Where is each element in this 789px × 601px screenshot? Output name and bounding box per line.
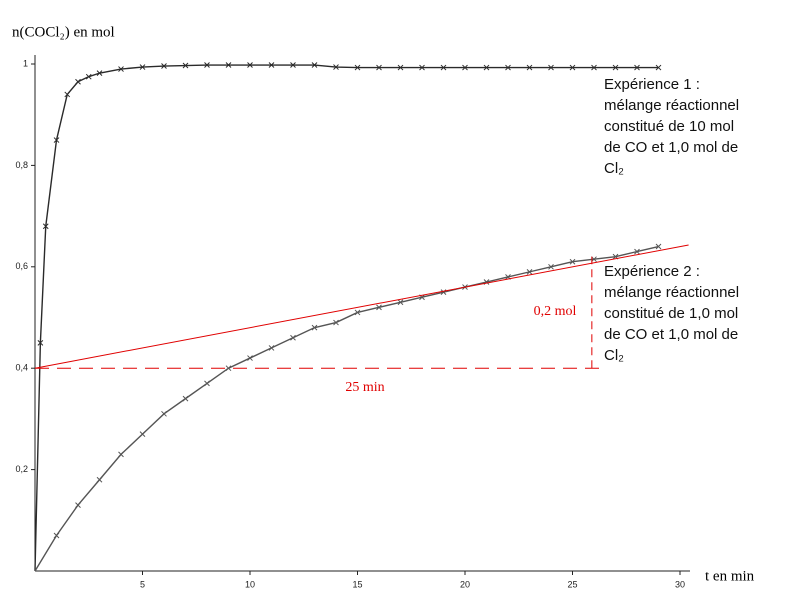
data-point [462,64,468,71]
data-point [290,62,296,68]
data-point [526,64,533,71]
data-point [75,78,81,85]
x-tick-label: 5 [140,579,145,589]
data-point [225,62,232,68]
data-point [182,62,189,69]
data-point [75,502,81,508]
legend-description: de CO et 1,0 mol de [604,139,738,156]
legend-colon: : [692,263,700,280]
x-axis-label: t en min [705,568,755,584]
legend-label: Expérience 2 : [604,263,700,280]
data-point [634,64,640,71]
data-point [483,64,490,71]
data-point [505,64,511,71]
construction-label: 0,2 mol [534,304,577,319]
data-point [53,137,60,143]
x-tick-label: 25 [567,579,577,589]
data-point [118,451,124,458]
data-point [53,532,60,539]
data-point [354,309,361,316]
data-point [526,269,533,275]
y-tick-label: 1 [23,58,28,68]
legend-description: constitué de 1,0 mol [604,305,738,322]
data-point [85,73,92,80]
y-axis-label: n(COCl₂) en mol [12,24,115,40]
data-point [376,64,382,71]
data-point [655,243,662,250]
data-point [204,62,210,68]
data-point [311,62,318,68]
legend-description: mélange réactionnel [604,97,739,114]
data-point [333,319,339,326]
legend-description: constitué de 10 mol [604,118,734,135]
x-tick-label: 10 [245,579,255,589]
data-point [634,248,640,255]
y-tick-label: 0,4 [15,363,28,373]
data-point [655,64,662,71]
data-point [376,304,382,311]
data-point [42,223,49,230]
data-point [96,476,103,483]
data-point [419,64,425,71]
data-point [268,345,275,351]
legend-colon: : [692,76,700,93]
data-point [161,410,167,417]
data-point [161,63,167,69]
series-line [34,245,659,572]
legend-description: Cl₂ [604,160,624,177]
data-point [247,355,253,361]
data-point [204,380,210,387]
data-point [268,62,275,68]
series-line [34,64,659,572]
data-point [118,66,124,72]
data-point [569,64,576,71]
legend-description: mélange réactionnel [604,284,739,301]
tangent-line [34,244,689,369]
data-point [311,324,318,331]
data-point [591,64,597,71]
data-point [548,263,554,270]
data-point [548,64,554,71]
data-point [612,64,619,71]
data-point [569,258,576,265]
legend-description: de CO et 1,0 mol de [604,326,738,343]
data-point [139,64,146,70]
data-point [247,62,253,68]
data-point [182,395,189,402]
data-point [354,64,361,71]
y-tick-label: 0,6 [15,261,28,271]
x-tick-label: 15 [352,579,362,589]
y-tick-label: 0,8 [15,160,28,170]
data-point [290,334,296,341]
data-point [397,64,404,71]
legend-label: Expérience 1 : [604,76,700,93]
y-tick-label: 0,2 [15,464,28,474]
data-point [139,431,146,437]
legend-description: Cl₂ [604,347,624,364]
x-tick-label: 30 [675,579,685,589]
data-point [440,64,447,71]
data-point [225,365,232,372]
data-point [397,299,404,306]
data-point [64,91,71,98]
construction-label: 25 min [345,380,384,395]
x-tick-label: 20 [460,579,470,589]
data-point [96,70,103,76]
data-point [37,339,44,346]
data-point [333,64,339,70]
